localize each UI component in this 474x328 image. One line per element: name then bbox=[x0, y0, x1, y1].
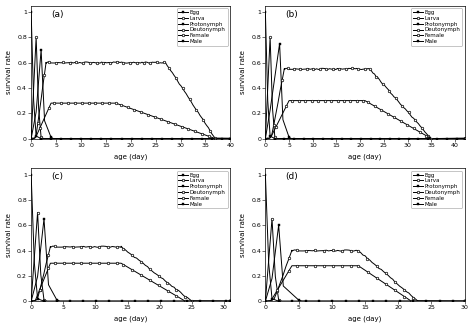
Text: (b): (b) bbox=[285, 10, 298, 19]
Y-axis label: survival rate: survival rate bbox=[240, 213, 246, 256]
Legend: Egg, Larva, Protonymph, Deutonymph, Female, Male: Egg, Larva, Protonymph, Deutonymph, Fema… bbox=[411, 171, 462, 209]
X-axis label: age (day): age (day) bbox=[348, 316, 382, 322]
Legend: Egg, Larva, Protonymph, Deutonymph, Female, Male: Egg, Larva, Protonymph, Deutonymph, Fema… bbox=[177, 8, 228, 46]
X-axis label: age (day): age (day) bbox=[114, 153, 147, 160]
Y-axis label: survival rate: survival rate bbox=[6, 50, 11, 94]
Y-axis label: survival rate: survival rate bbox=[240, 50, 246, 94]
Text: (c): (c) bbox=[51, 172, 63, 181]
Text: (a): (a) bbox=[51, 10, 64, 19]
Y-axis label: survival rate: survival rate bbox=[6, 213, 11, 256]
Legend: Egg, Larva, Protonymph, Deutonymph, Female, Male: Egg, Larva, Protonymph, Deutonymph, Fema… bbox=[177, 171, 228, 209]
X-axis label: age (day): age (day) bbox=[114, 316, 147, 322]
Text: (d): (d) bbox=[285, 172, 298, 181]
Legend: Egg, Larva, Protonymph, Deutonymph, Female, Male: Egg, Larva, Protonymph, Deutonymph, Fema… bbox=[411, 8, 462, 46]
X-axis label: age (day): age (day) bbox=[348, 153, 382, 160]
